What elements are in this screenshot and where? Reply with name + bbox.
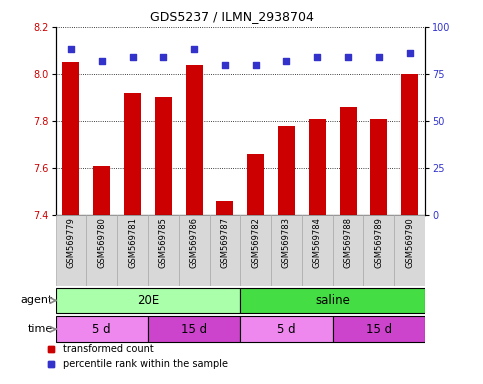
Bar <box>62 62 79 215</box>
Bar <box>216 201 233 215</box>
Point <box>406 50 413 56</box>
Bar <box>148 316 241 342</box>
Bar <box>333 215 364 286</box>
Text: GSM569781: GSM569781 <box>128 217 137 268</box>
Text: 5 d: 5 d <box>92 323 111 336</box>
Bar <box>401 74 418 215</box>
Bar <box>117 215 148 286</box>
Point <box>252 61 259 68</box>
Text: 5 d: 5 d <box>277 323 296 336</box>
Text: transformed count: transformed count <box>63 344 154 354</box>
Point <box>344 54 352 60</box>
Text: GDS5237 / ILMN_2938704: GDS5237 / ILMN_2938704 <box>150 10 314 23</box>
Text: 15 d: 15 d <box>366 323 392 336</box>
Text: 15 d: 15 d <box>181 323 207 336</box>
Bar <box>302 215 333 286</box>
Bar <box>56 288 241 313</box>
Text: saline: saline <box>315 294 350 307</box>
Text: GSM569782: GSM569782 <box>251 217 260 268</box>
Bar <box>364 215 394 286</box>
Point <box>98 58 106 64</box>
Text: percentile rank within the sample: percentile rank within the sample <box>63 359 228 369</box>
Point <box>159 54 167 60</box>
Text: 20E: 20E <box>137 294 159 307</box>
Bar <box>309 119 326 215</box>
Text: GSM569788: GSM569788 <box>343 217 353 268</box>
Bar <box>240 288 425 313</box>
Bar <box>56 316 148 342</box>
Bar <box>56 215 86 286</box>
Bar <box>210 215 240 286</box>
Bar <box>86 215 117 286</box>
Bar <box>333 316 425 342</box>
Point <box>375 54 383 60</box>
Point <box>67 46 75 53</box>
Bar <box>240 316 333 342</box>
Bar <box>93 166 110 215</box>
Point <box>221 61 229 68</box>
Point <box>128 54 136 60</box>
Bar <box>155 98 172 215</box>
Bar <box>394 215 425 286</box>
Bar <box>278 126 295 215</box>
Point <box>283 58 290 64</box>
Bar <box>240 215 271 286</box>
Text: GSM569790: GSM569790 <box>405 217 414 268</box>
Bar <box>185 65 202 215</box>
Text: agent: agent <box>21 295 53 306</box>
Point <box>190 46 198 53</box>
Text: GSM569784: GSM569784 <box>313 217 322 268</box>
Text: GSM569786: GSM569786 <box>190 217 199 268</box>
Text: GSM569780: GSM569780 <box>97 217 106 268</box>
Bar <box>148 215 179 286</box>
Text: GSM569787: GSM569787 <box>220 217 229 268</box>
Bar <box>370 119 387 215</box>
Text: GSM569785: GSM569785 <box>159 217 168 268</box>
Bar <box>271 215 302 286</box>
Text: GSM569789: GSM569789 <box>374 217 384 268</box>
Text: GSM569779: GSM569779 <box>67 217 75 268</box>
Bar <box>124 93 141 215</box>
Text: time: time <box>28 324 53 334</box>
Bar <box>340 107 356 215</box>
Bar <box>179 215 210 286</box>
Text: GSM569783: GSM569783 <box>282 217 291 268</box>
Point <box>313 54 321 60</box>
Bar <box>247 154 264 215</box>
